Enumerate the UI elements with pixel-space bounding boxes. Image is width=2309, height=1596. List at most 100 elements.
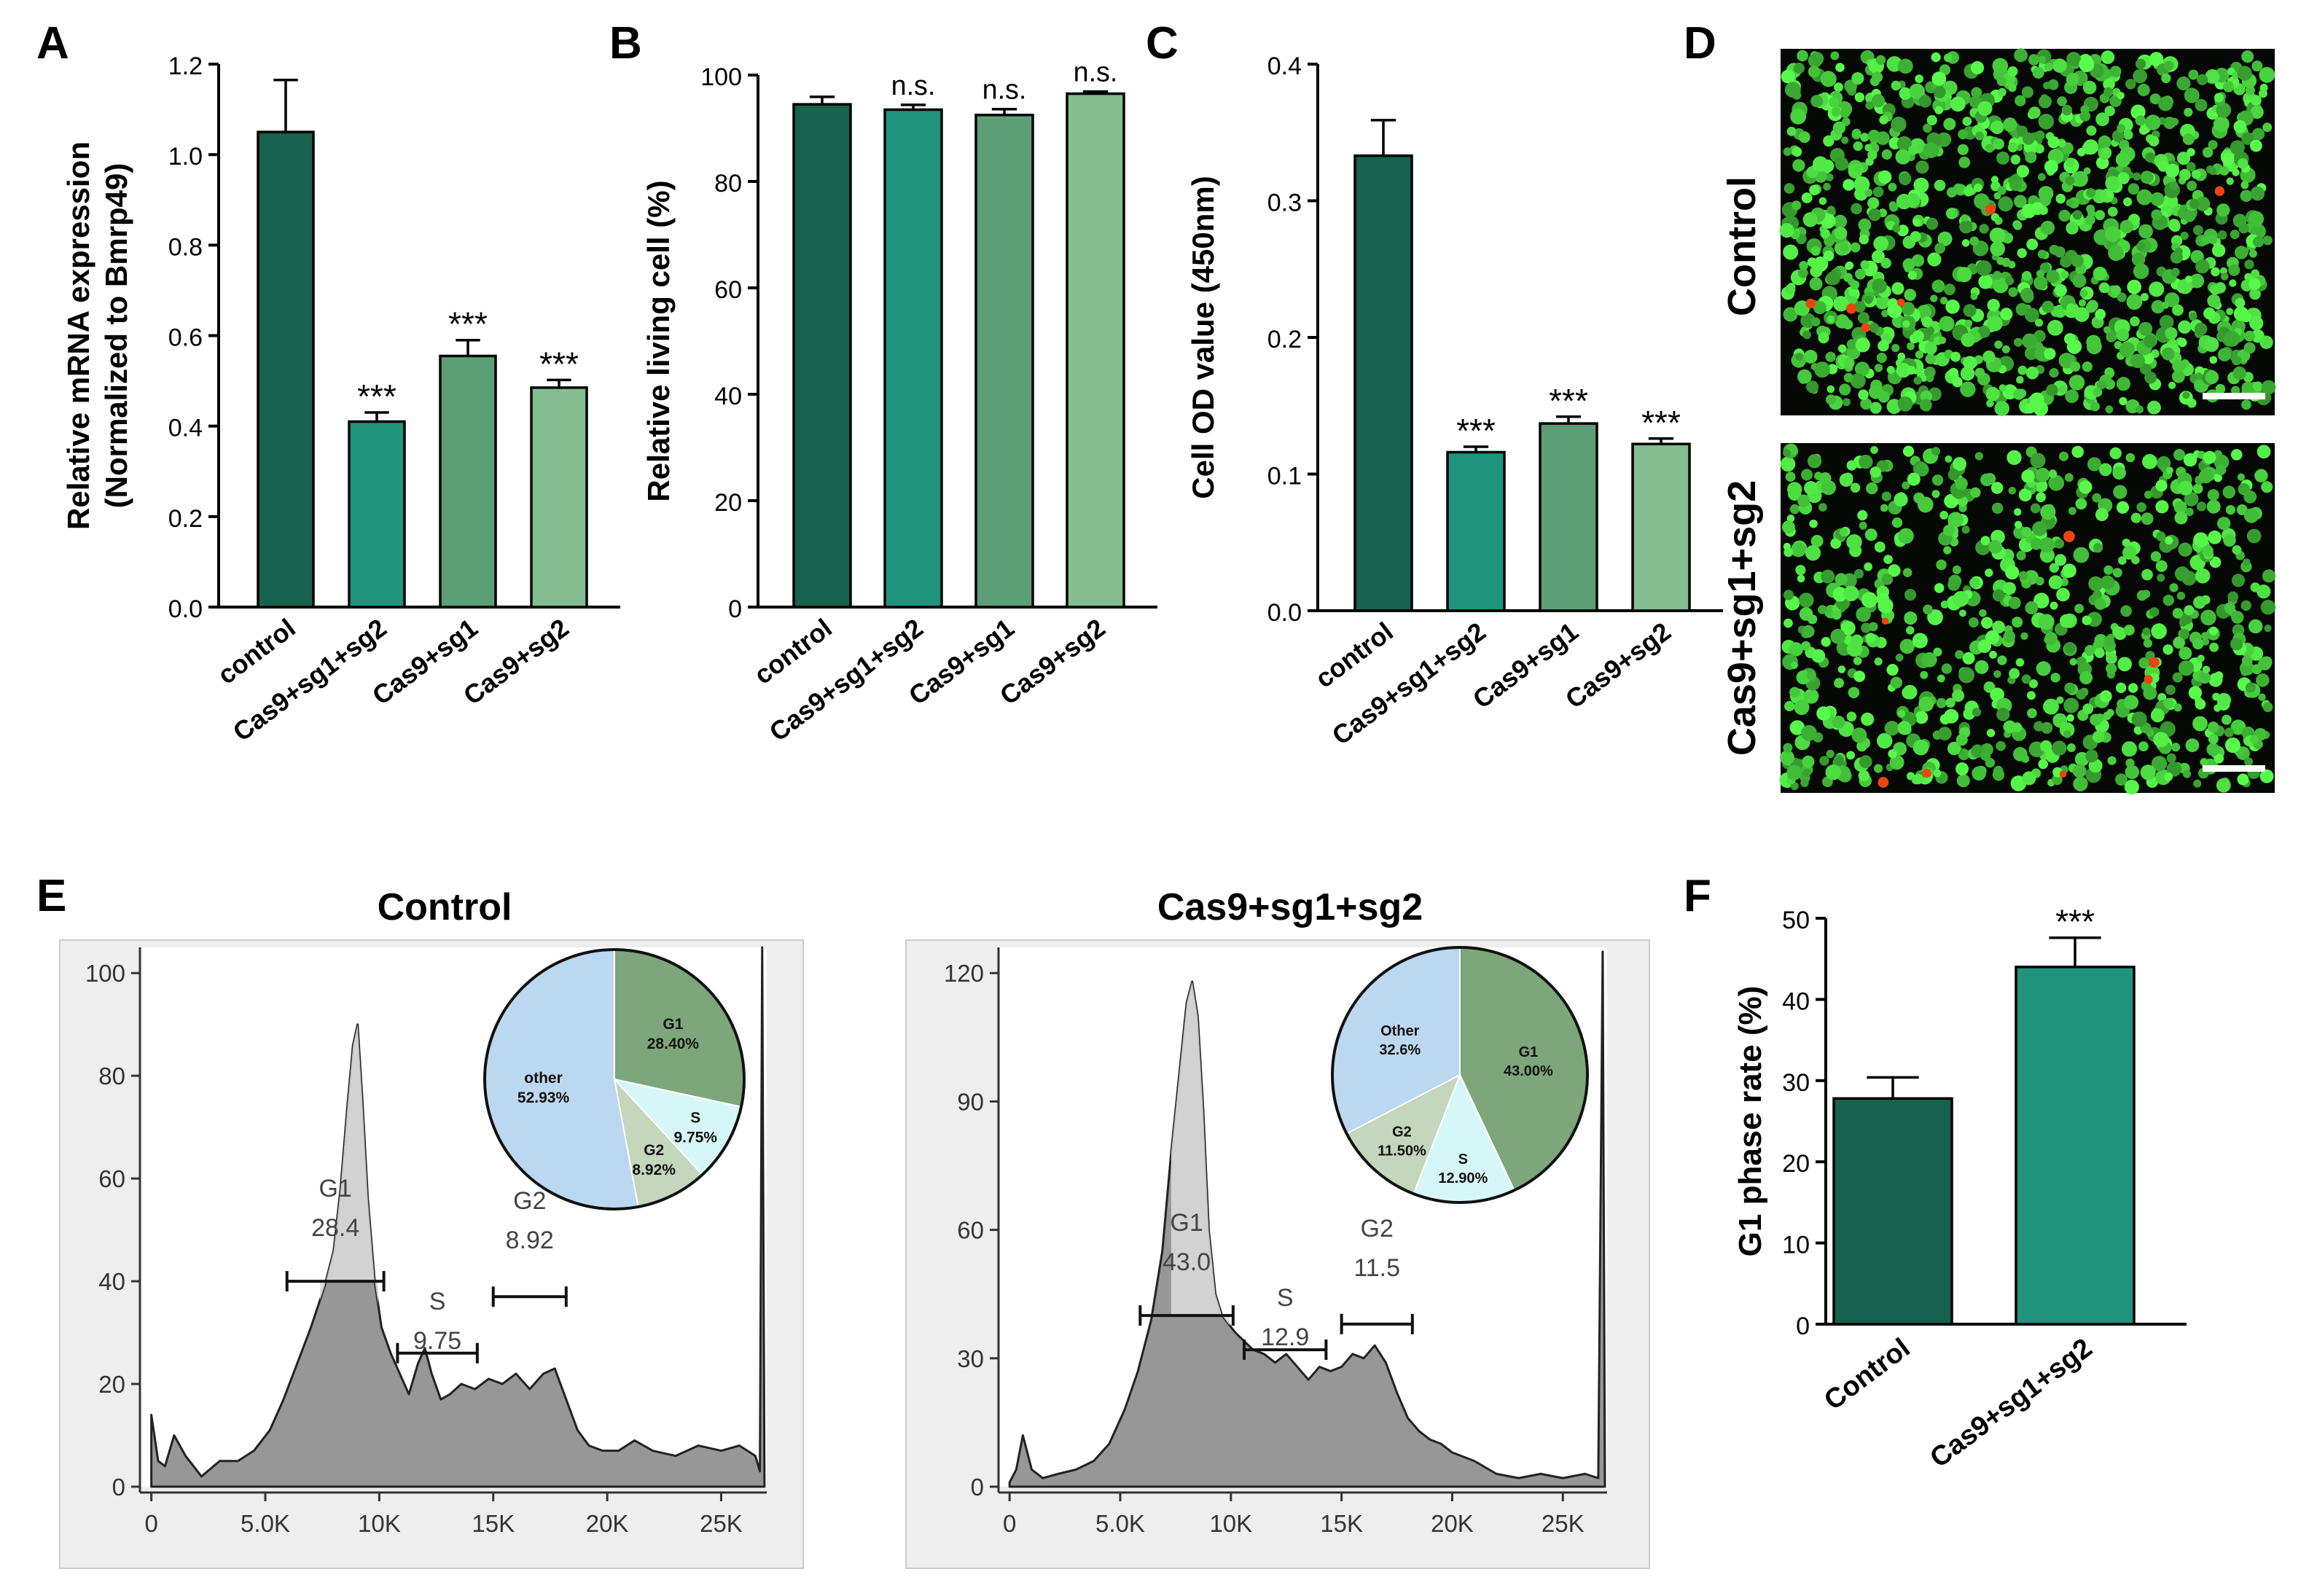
cell-green bbox=[1950, 96, 1966, 112]
cell-green bbox=[1907, 342, 1915, 351]
cell-green bbox=[2103, 78, 2115, 90]
cell-green bbox=[1814, 361, 1831, 378]
cell-green bbox=[1933, 647, 1942, 657]
cell-green bbox=[2144, 490, 2153, 499]
cell-green bbox=[2054, 539, 2065, 549]
microscopy-label-cas9: Cas9+sg1+sg2 bbox=[1720, 480, 1764, 756]
cell-green bbox=[1891, 282, 1904, 295]
cells-cas9 bbox=[1779, 443, 2275, 795]
cell-green bbox=[1975, 131, 1985, 141]
cell-green bbox=[1890, 676, 1902, 689]
cell-green bbox=[1926, 326, 1934, 335]
pie-slice-name: S bbox=[1458, 1151, 1468, 1167]
cell-green bbox=[2047, 319, 2063, 336]
cell-green bbox=[1825, 394, 1836, 405]
cell-green bbox=[2222, 714, 2232, 725]
pie-slice-value: 12.90% bbox=[1438, 1170, 1488, 1186]
cell-green bbox=[1941, 663, 1953, 674]
cell-green bbox=[1848, 686, 1860, 699]
cell-green bbox=[1848, 288, 1857, 297]
cell-green bbox=[2115, 773, 2128, 786]
hist-x-tick-label: 20K bbox=[586, 1510, 629, 1537]
cell-green bbox=[2240, 189, 2253, 203]
cell-green bbox=[2122, 539, 2130, 547]
cell-green bbox=[2184, 491, 2199, 506]
cell-green bbox=[1801, 641, 1811, 651]
cell-green bbox=[2262, 235, 2273, 246]
cell-green bbox=[2184, 275, 2193, 283]
cell-green bbox=[1857, 312, 1870, 324]
cell-green bbox=[2038, 55, 2047, 64]
cell-green bbox=[2224, 330, 2240, 347]
cell-green bbox=[2155, 500, 2169, 514]
significance-label: n.s. bbox=[982, 74, 1027, 105]
cell-green bbox=[2018, 488, 2032, 502]
cell-green bbox=[1872, 186, 1884, 197]
cell-green bbox=[1902, 568, 1913, 577]
cell-green bbox=[1845, 261, 1854, 270]
cell-green bbox=[2254, 469, 2268, 482]
cell-green bbox=[1934, 179, 1946, 192]
cell-green bbox=[2165, 163, 2180, 178]
hist-y-tick-label: 0 bbox=[112, 1474, 125, 1501]
pie-outline bbox=[1331, 946, 1589, 1204]
cell-green bbox=[1806, 380, 1819, 394]
cell-green bbox=[2150, 551, 2162, 562]
cell-green bbox=[2061, 104, 2073, 116]
cell-green bbox=[1811, 317, 1821, 326]
cell-green bbox=[2062, 563, 2076, 578]
cell-green bbox=[2068, 506, 2076, 515]
cell-green bbox=[1823, 250, 1835, 262]
cell-green bbox=[1867, 150, 1878, 160]
cell-green bbox=[2204, 337, 2219, 352]
cell-green bbox=[2022, 771, 2036, 786]
cell-green bbox=[1878, 391, 1890, 403]
y-tick-label: 0.4 bbox=[168, 415, 203, 442]
cell-green bbox=[2086, 335, 2101, 350]
cell-green bbox=[2197, 654, 2205, 662]
cell-green bbox=[2138, 657, 2150, 669]
cell-green bbox=[2200, 758, 2208, 767]
cell-green bbox=[2021, 270, 2032, 281]
cell-red bbox=[2214, 186, 2225, 196]
cell-green bbox=[2240, 600, 2251, 611]
cell-green bbox=[1886, 664, 1899, 676]
cell-green bbox=[2015, 95, 2026, 106]
cell-green bbox=[2209, 356, 2218, 364]
cell-green bbox=[2000, 308, 2013, 321]
cell-green bbox=[1947, 578, 1961, 591]
cell-green bbox=[2259, 66, 2275, 83]
cell-green bbox=[1970, 292, 1978, 300]
cell-green bbox=[2015, 658, 2025, 667]
cell-green bbox=[2128, 183, 2140, 195]
y-tick-label: 10 bbox=[1782, 1232, 1810, 1259]
cell-green bbox=[1790, 108, 1807, 125]
cell-green bbox=[1990, 687, 2004, 703]
hist-x-tick-label: 0 bbox=[144, 1510, 157, 1537]
cell-green bbox=[1874, 364, 1883, 372]
cell-green bbox=[1833, 214, 1848, 229]
cell-green bbox=[1870, 402, 1882, 414]
cell-green bbox=[1976, 260, 1992, 276]
cell-green bbox=[2208, 721, 2219, 733]
cell-green bbox=[1783, 590, 1794, 601]
pie-slice-name: G1 bbox=[1519, 1044, 1539, 1060]
cell-green bbox=[2262, 569, 2275, 583]
cell-green bbox=[1848, 278, 1856, 286]
cell-green bbox=[2163, 595, 2174, 606]
cell-green bbox=[1985, 568, 1993, 577]
cell-green bbox=[1946, 187, 1957, 198]
cell-green bbox=[1880, 504, 1888, 512]
pie-outline bbox=[483, 948, 746, 1210]
y-axis-label: Cell OD value (450nm) bbox=[1186, 176, 1220, 498]
cell-green bbox=[1869, 323, 1880, 333]
pie-slice-name: G1 bbox=[663, 1016, 683, 1033]
cell-green bbox=[1993, 270, 2002, 280]
panel-letter-f: F bbox=[1684, 871, 1711, 921]
cell-green bbox=[2178, 480, 2193, 496]
cell-green bbox=[2188, 686, 2203, 700]
cell-green bbox=[1846, 711, 1857, 722]
cell-green bbox=[2038, 614, 2055, 630]
cell-green bbox=[1888, 564, 1901, 577]
cell-green bbox=[2180, 231, 2189, 240]
